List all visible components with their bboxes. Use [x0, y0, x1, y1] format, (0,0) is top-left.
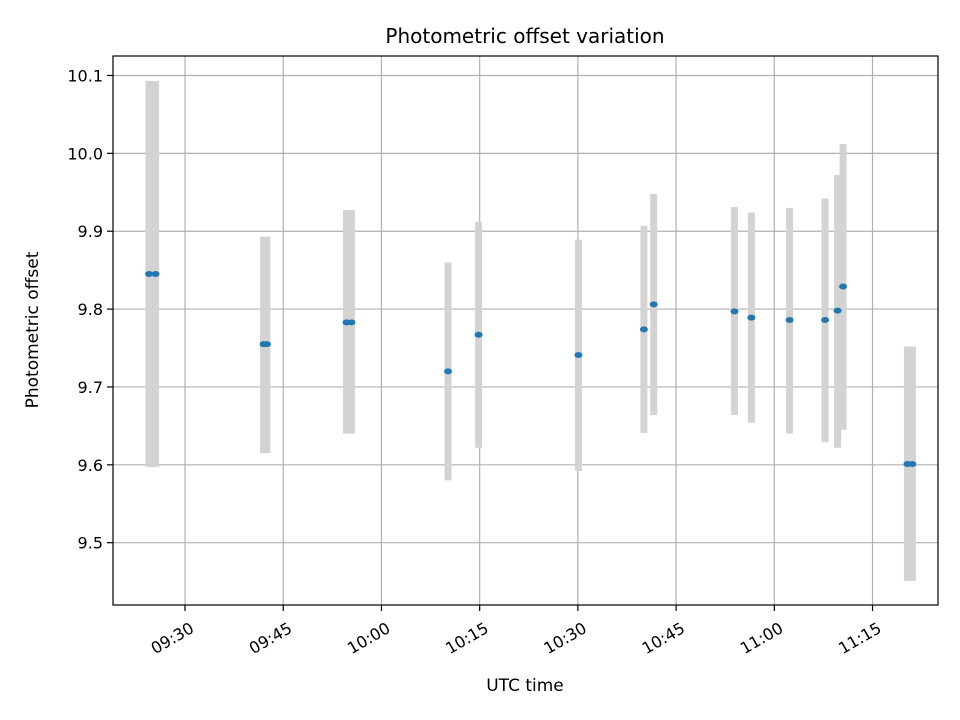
data-point — [785, 316, 794, 323]
data-points — [145, 271, 917, 468]
grid — [113, 56, 938, 605]
data-point — [747, 314, 756, 321]
x-axis-label: UTC time — [486, 676, 564, 696]
data-point — [833, 307, 842, 314]
data-point — [474, 331, 483, 338]
data-point — [839, 283, 848, 290]
data-point — [821, 316, 830, 323]
y-tick-label: 9.8 — [78, 300, 103, 319]
data-point — [639, 326, 648, 333]
data-point — [649, 301, 658, 308]
y-tick-label: 9.6 — [78, 456, 103, 475]
data-point — [151, 271, 160, 278]
data-point — [908, 461, 917, 468]
y-tick-label: 9.7 — [78, 378, 103, 397]
data-point — [262, 341, 271, 348]
chart-title: Photometric offset variation — [385, 24, 664, 48]
data-point — [145, 271, 154, 278]
data-point — [574, 352, 583, 359]
data-point — [347, 319, 356, 326]
y-axis-label: Photometric offset — [23, 251, 43, 408]
y-tick-label: 9.5 — [78, 534, 103, 553]
y-tick-label: 9.9 — [78, 222, 103, 241]
data-point — [730, 308, 739, 315]
y-tick-label: 10.0 — [67, 144, 103, 163]
data-point — [444, 368, 453, 375]
y-tick-label: 10.1 — [67, 66, 103, 85]
plot-frame — [112, 55, 939, 606]
